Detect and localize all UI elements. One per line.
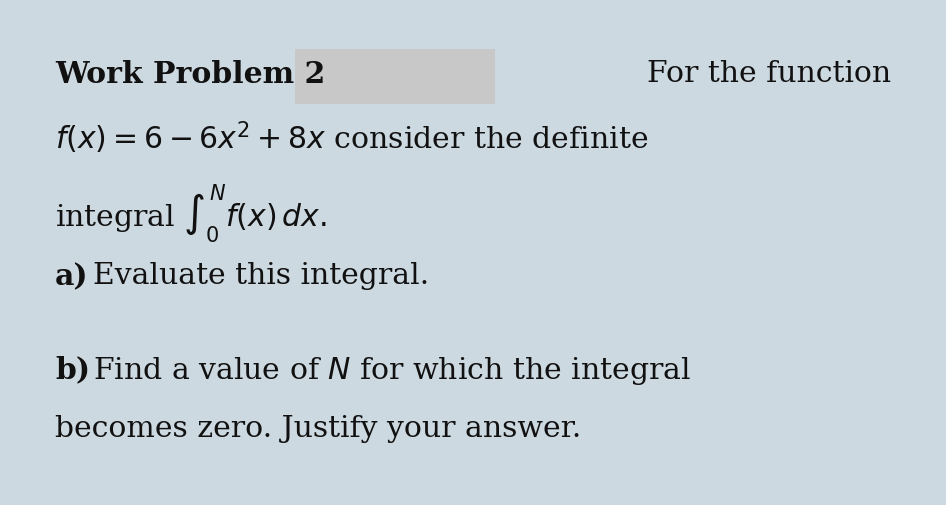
Text: becomes zero. Justify your answer.: becomes zero. Justify your answer.	[55, 414, 581, 442]
Text: integral $\int_0^N f(x)\,dx.$: integral $\int_0^N f(x)\,dx.$	[55, 182, 326, 244]
Text: a): a)	[55, 262, 89, 290]
Bar	[295, 50, 495, 105]
Text: $f(x) = 6 - 6x^2 + 8x$ consider the definite: $f(x) = 6 - 6x^2 + 8x$ consider the defi…	[55, 120, 648, 156]
Text: For the function: For the function	[647, 60, 891, 88]
Text: Evaluate this integral.: Evaluate this integral.	[93, 262, 429, 289]
Text: Find a value of $N$ for which the integral: Find a value of $N$ for which the integr…	[93, 355, 691, 386]
Text: b): b)	[55, 355, 90, 383]
Text: Work Problem 2: Work Problem 2	[55, 60, 325, 89]
